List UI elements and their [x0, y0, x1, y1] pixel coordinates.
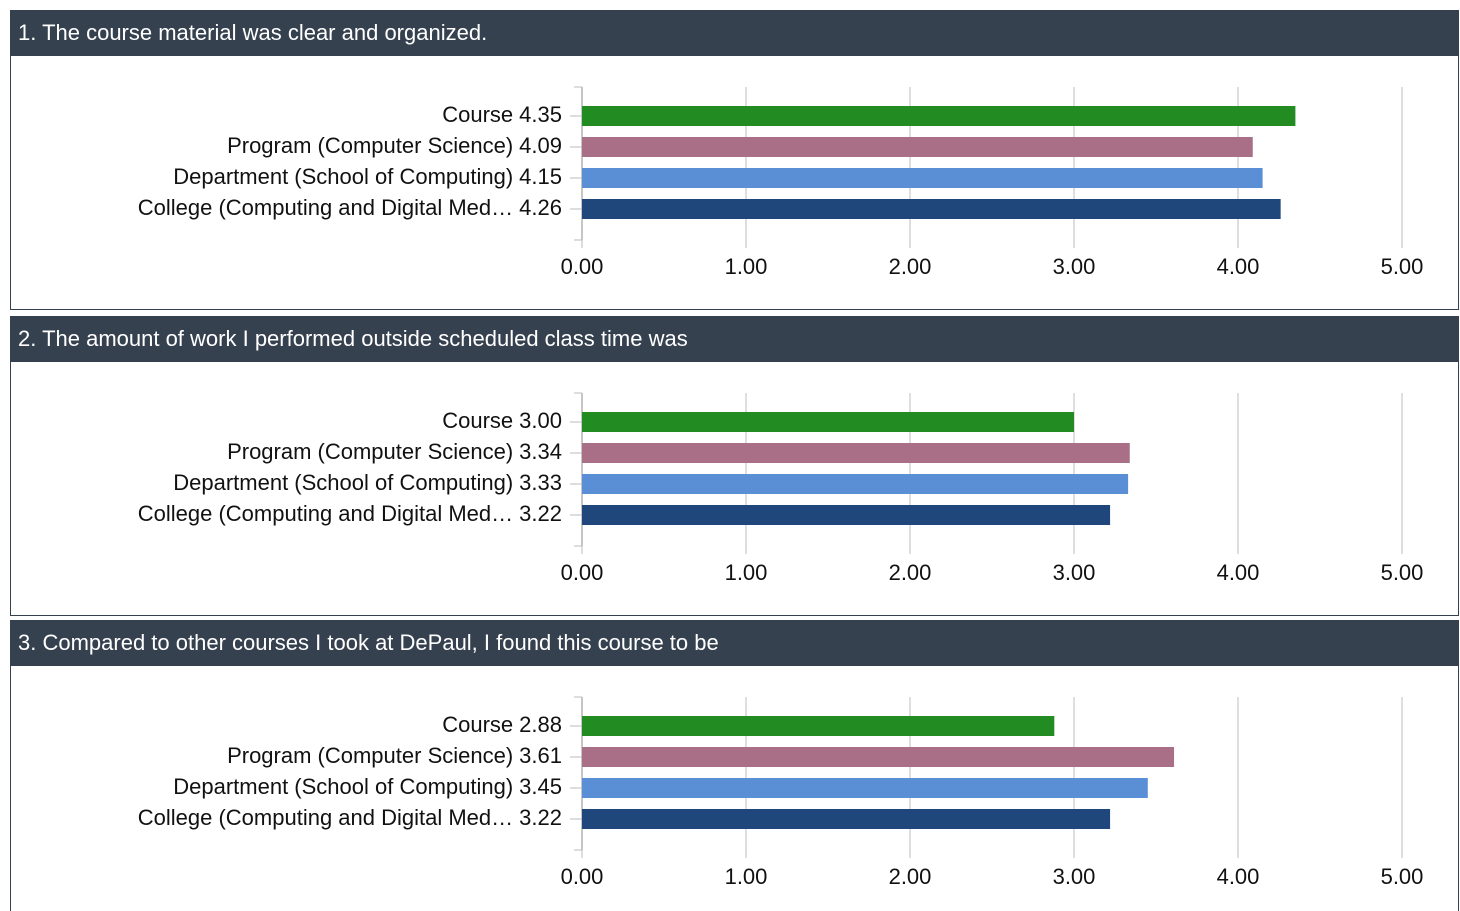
bar: [582, 199, 1281, 219]
bar: [582, 778, 1148, 798]
value-label: 3.22: [519, 501, 562, 526]
category-name: Course: [442, 712, 513, 737]
bar: [582, 137, 1253, 157]
panel-title: 2. The amount of work I performed outsid…: [18, 326, 688, 351]
x-tick-label: 0.00: [561, 254, 604, 279]
bar: [582, 412, 1074, 432]
bar: [582, 716, 1055, 736]
category-name: Course: [442, 408, 513, 433]
value-label: 4.15: [519, 164, 562, 189]
category-label: Department (School of Computing) 4.15: [173, 164, 562, 189]
category-label: Program (Computer Science) 3.61: [227, 743, 562, 768]
value-label: 4.35: [519, 102, 562, 127]
value-label: 3.61: [519, 743, 562, 768]
bar: [582, 505, 1111, 525]
category-label: Course 3.00: [442, 408, 562, 433]
panel-header: [10, 316, 1459, 362]
category-name: College (Computing and Digital Med…: [138, 195, 513, 220]
category-name: Department (School of Computing): [173, 164, 513, 189]
x-tick-label: 4.00: [1217, 560, 1260, 585]
x-tick-label: 0.00: [561, 560, 604, 585]
panel-box: [10, 10, 1459, 310]
value-label: 3.00: [519, 408, 562, 433]
category-name: College (Computing and Digital Med…: [138, 501, 513, 526]
panel-box: [10, 316, 1459, 616]
x-tick-label: 3.00: [1053, 864, 1096, 889]
x-tick-label: 1.00: [725, 254, 768, 279]
x-tick-label: 2.00: [889, 864, 932, 889]
category-name: Program (Computer Science): [227, 743, 513, 768]
category-name: Department (School of Computing): [173, 470, 513, 495]
category-label: Program (Computer Science) 3.34: [227, 439, 562, 464]
bar: [582, 809, 1111, 829]
x-tick-label: 2.00: [889, 560, 932, 585]
bar: [582, 443, 1130, 463]
category-label: College (Computing and Digital Med… 3.22: [138, 501, 562, 526]
category-name: Program (Computer Science): [227, 133, 513, 158]
value-label: 4.09: [519, 133, 562, 158]
bar: [582, 747, 1175, 767]
category-label: College (Computing and Digital Med… 4.26: [138, 195, 562, 220]
category-name: Department (School of Computing): [173, 774, 513, 799]
x-tick-label: 3.00: [1053, 254, 1096, 279]
bar: [582, 474, 1129, 494]
x-tick-label: 0.00: [561, 864, 604, 889]
panel-header: [10, 620, 1459, 666]
panel-header: [10, 10, 1459, 56]
category-label: Course 4.35: [442, 102, 562, 127]
category-name: Course: [442, 102, 513, 127]
x-tick-label: 4.00: [1217, 864, 1260, 889]
category-label: College (Computing and Digital Med… 3.22: [138, 805, 562, 830]
x-tick-label: 1.00: [725, 864, 768, 889]
x-tick-label: 5.00: [1381, 560, 1424, 585]
panel-title: 1. The course material was clear and org…: [18, 20, 487, 45]
category-label: Program (Computer Science) 4.09: [227, 133, 562, 158]
x-tick-label: 2.00: [889, 254, 932, 279]
bar: [582, 168, 1263, 188]
x-tick-label: 1.00: [725, 560, 768, 585]
category-label: Department (School of Computing) 3.45: [173, 774, 562, 799]
panel-title: 3. Compared to other courses I took at D…: [18, 630, 719, 655]
value-label: 2.88: [519, 712, 562, 737]
value-label: 3.22: [519, 805, 562, 830]
category-label: Department (School of Computing) 3.33: [173, 470, 562, 495]
category-name: College (Computing and Digital Med…: [138, 805, 513, 830]
x-tick-label: 5.00: [1381, 254, 1424, 279]
value-label: 3.34: [519, 439, 562, 464]
x-tick-label: 5.00: [1381, 864, 1424, 889]
value-label: 3.45: [519, 774, 562, 799]
x-tick-label: 3.00: [1053, 560, 1096, 585]
category-name: Program (Computer Science): [227, 439, 513, 464]
x-tick-label: 4.00: [1217, 254, 1260, 279]
value-label: 4.26: [519, 195, 562, 220]
value-label: 3.33: [519, 470, 562, 495]
bar: [582, 106, 1296, 126]
category-label: Course 2.88: [442, 712, 562, 737]
